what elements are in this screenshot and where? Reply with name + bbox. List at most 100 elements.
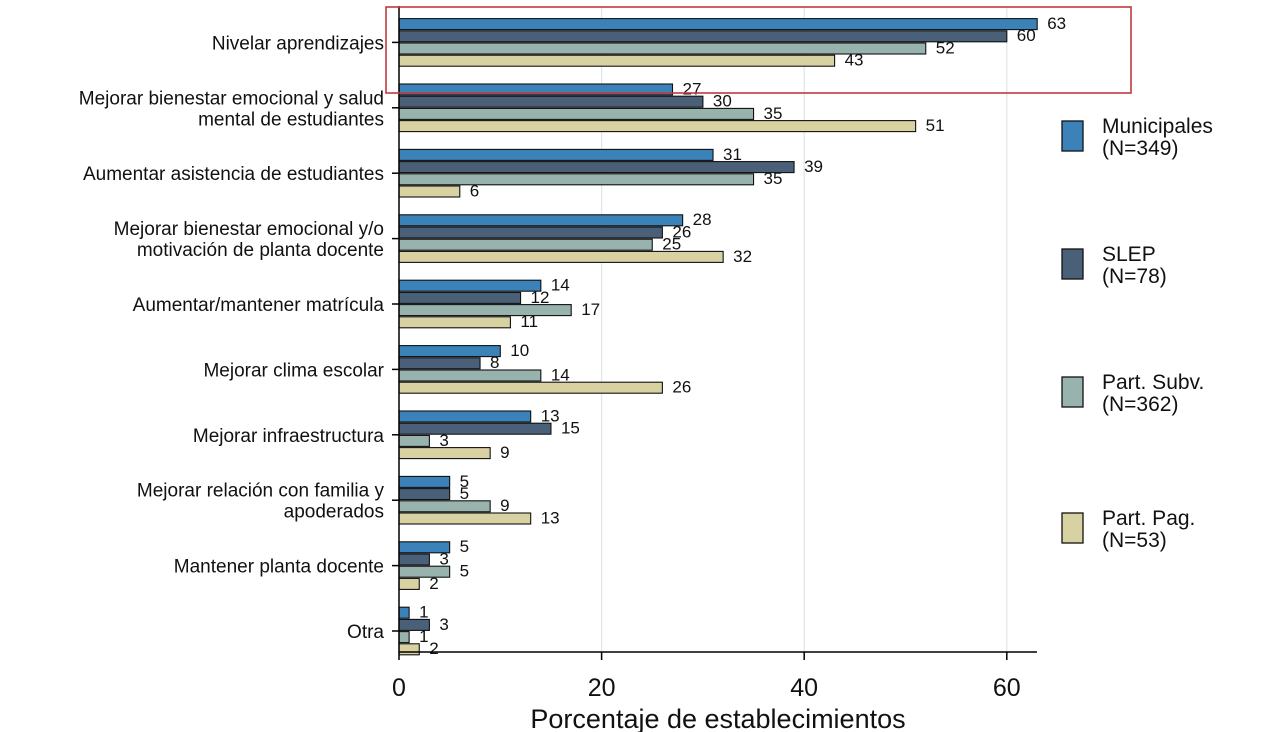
data-label: 28 xyxy=(693,210,712,229)
highlight-rectangle xyxy=(385,6,1132,94)
legend-label: (N=53) xyxy=(1102,529,1167,552)
bar xyxy=(398,54,836,67)
data-label: 2 xyxy=(429,574,438,593)
legend-label: (N=78) xyxy=(1102,265,1167,288)
data-label: 26 xyxy=(672,378,691,397)
category-label: Mejorar bienestar emocional y/o xyxy=(114,219,384,240)
data-label: 6 xyxy=(470,181,479,200)
bar xyxy=(398,512,532,525)
data-label: 17 xyxy=(581,300,600,319)
x-axis: 0 20 40 60 xyxy=(392,6,1037,702)
data-label: 13 xyxy=(541,508,560,527)
bar xyxy=(398,410,532,423)
bar xyxy=(398,148,714,161)
data-label: 27 xyxy=(683,79,702,98)
data-label: 15 xyxy=(561,419,580,438)
bar xyxy=(398,316,511,329)
category-labels: Nivelar aprendizajes Mejorar bienestar em… xyxy=(79,33,385,643)
data-label: 8 xyxy=(490,353,499,372)
data-label: 9 xyxy=(500,443,509,462)
category-label: Mejorar bienestar emocional y salud xyxy=(79,88,384,109)
bar xyxy=(398,488,451,501)
highlight-box xyxy=(385,6,1132,94)
data-label: 51 xyxy=(926,116,945,135)
legend: Municipales(N=349)SLEP(N=78)Part. Subv.(… xyxy=(1061,115,1213,552)
data-label: 9 xyxy=(500,496,509,515)
bar xyxy=(398,606,410,619)
data-label: 10 xyxy=(510,341,529,360)
category-label: Aumentar/mantener matrícula xyxy=(133,295,385,316)
category-label: motivación de planta docente xyxy=(137,240,384,261)
bar xyxy=(398,226,663,239)
data-label: 43 xyxy=(845,51,864,70)
category-label: Nivelar aprendizajes xyxy=(212,33,384,54)
data-label: 60 xyxy=(1017,26,1036,45)
category-label: Mejorar relación con familia y xyxy=(137,481,385,502)
data-label: 26 xyxy=(672,222,691,241)
legend-swatch xyxy=(1061,376,1084,408)
x-tick-label: 60 xyxy=(993,674,1021,702)
bar xyxy=(398,434,430,447)
data-label: 2 xyxy=(429,639,438,658)
legend-label: Municipales xyxy=(1102,115,1213,138)
legend-swatch xyxy=(1061,120,1084,152)
data-label: 3 xyxy=(439,549,448,568)
bar xyxy=(398,279,542,292)
data-label: 52 xyxy=(936,38,955,57)
data-label: 35 xyxy=(764,169,783,188)
x-tick-label: 0 xyxy=(392,674,406,702)
bar xyxy=(398,553,430,566)
bar xyxy=(398,475,451,488)
bar xyxy=(398,500,491,513)
bar xyxy=(398,95,704,108)
bar xyxy=(398,173,755,186)
x-axis-title: Porcentaje de establecimientos xyxy=(530,704,905,732)
legend-label: (N=362) xyxy=(1102,393,1178,416)
category-label: Mantener planta docente xyxy=(174,557,384,578)
data-label: 39 xyxy=(804,157,823,176)
data-label: 1 xyxy=(419,627,428,646)
category-label: Mejorar infraestructura xyxy=(193,426,385,447)
x-tick-label: 20 xyxy=(588,674,616,702)
data-label: 3 xyxy=(439,615,448,634)
x-tick-label: 40 xyxy=(790,674,818,702)
data-label: 63 xyxy=(1047,14,1066,33)
bar xyxy=(398,214,684,227)
bar xyxy=(398,369,542,382)
category-label: apoderados xyxy=(284,502,384,523)
data-label: 12 xyxy=(531,288,550,307)
data-label: 14 xyxy=(551,365,570,384)
bar xyxy=(398,30,1008,43)
data-label: 3 xyxy=(439,431,448,450)
legend-swatch xyxy=(1061,512,1084,544)
data-label: 13 xyxy=(541,406,560,425)
category-label: mental de estudiantes xyxy=(198,109,384,130)
data-label: 25 xyxy=(662,235,681,254)
category-label: Otra xyxy=(347,622,384,643)
legend-swatch xyxy=(1061,248,1084,280)
bar xyxy=(398,381,663,394)
data-label: 1 xyxy=(419,603,428,622)
legend-label: Part. Pag. xyxy=(1102,507,1195,530)
data-label: 30 xyxy=(713,92,732,111)
bar xyxy=(398,631,410,644)
bar xyxy=(398,238,653,251)
bar xyxy=(398,422,552,435)
bar xyxy=(398,577,420,590)
bar xyxy=(398,18,1038,31)
legend-label: SLEP xyxy=(1102,243,1156,266)
data-label: 5 xyxy=(460,562,469,581)
data-label: 31 xyxy=(723,145,742,164)
data-label: 11 xyxy=(520,312,538,331)
legend-label: Part. Subv. xyxy=(1102,371,1204,394)
bar xyxy=(398,643,420,656)
data-label: 5 xyxy=(460,484,469,503)
bar xyxy=(398,357,481,370)
bar xyxy=(398,291,522,304)
data-label: 35 xyxy=(764,104,783,123)
bar xyxy=(398,107,755,120)
value-labels: 6360524327303551313935628262532141217111… xyxy=(419,14,1066,658)
data-label: 5 xyxy=(460,472,469,491)
bar xyxy=(398,120,917,133)
